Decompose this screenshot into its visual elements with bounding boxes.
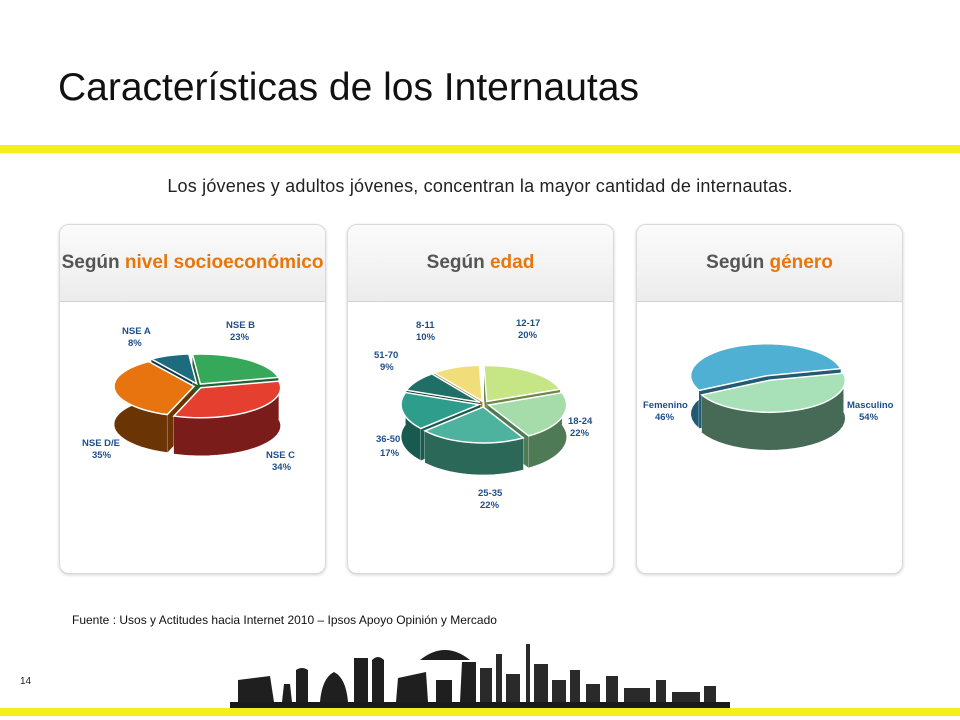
label-value: 8% <box>128 338 142 349</box>
label-value: 35% <box>92 450 112 461</box>
label-value: 9% <box>380 362 394 373</box>
label-category: 8-11 <box>416 320 435 331</box>
card-genero-header: Según género <box>637 225 902 302</box>
pie-slice-18-24 <box>486 391 568 437</box>
label-category: NSE A <box>122 326 151 337</box>
top-yellow-rule <box>0 145 960 153</box>
pie-slice-25-35 <box>423 406 525 444</box>
card-edad: Según edad 8-11 10% 12-17 20% 18-24 22% … <box>347 224 614 574</box>
chart-nse: NSE A 8% NSE B 23% NSE C 34% NSE D/E 35% <box>82 320 295 473</box>
label-value: 22% <box>570 428 590 439</box>
label-category: 36-50 <box>376 434 400 445</box>
pie-slice-nse-a <box>149 353 198 386</box>
slide-subtitle: Los jóvenes y adultos jóvenes, concentra… <box>167 176 793 196</box>
label-category: NSE D/E <box>82 438 120 449</box>
card-genero-prefix: Según <box>706 252 765 273</box>
card-nse: Según nivel socioeconómico NSE A 8% NSE … <box>59 224 326 574</box>
label-category: 51-70 <box>374 350 398 361</box>
slide-title: Características de los Internautas <box>58 66 639 109</box>
pie-slice-51-70 <box>405 373 481 403</box>
card-edad-prefix: Según <box>426 252 485 273</box>
pie-slice-femenino <box>700 372 847 413</box>
card-edad-header: Según edad <box>348 225 613 302</box>
label-category: 25-35 <box>478 488 503 499</box>
source-note: Fuente : Usos y Actitudes hacia Internet… <box>72 613 497 627</box>
page-number: 14 <box>20 676 32 687</box>
label-value: 46% <box>655 412 675 423</box>
label-value: 22% <box>480 500 500 511</box>
pie-slice-nse-d-e <box>113 360 196 416</box>
pie-slice-nse-b <box>191 353 280 385</box>
label-category: Femenino <box>643 400 688 411</box>
pie-slice-masculino <box>689 343 842 392</box>
chart-genero-labels: Masculino 54% Femenino 46% <box>643 400 894 423</box>
bottom-yellow-rule <box>0 708 960 716</box>
pie-slice-12-17 <box>483 364 562 403</box>
label-category: NSE B <box>226 320 255 331</box>
card-nse-prefix: Según <box>61 252 120 273</box>
label-value: 20% <box>518 330 538 341</box>
city-skyline-illustration <box>230 644 730 710</box>
chart-genero: Masculino 54% Femenino 46% <box>643 343 894 451</box>
label-value: 54% <box>859 412 879 423</box>
label-value: 17% <box>380 448 400 459</box>
chart-edad: 8-11 10% 12-17 20% 18-24 22% 25-35 22% 3… <box>374 318 593 511</box>
card-genero: Según género Masculino 54% Femenino 46% <box>636 224 903 574</box>
label-category: 12-17 <box>516 318 540 329</box>
pie-slice-36-50 <box>400 391 482 430</box>
label-category: Masculino <box>847 400 894 411</box>
chart-nse-labels: NSE A 8% NSE B 23% NSE C 34% NSE D/E 35% <box>82 320 295 473</box>
card-edad-highlight: edad <box>489 252 535 273</box>
label-category: NSE C <box>266 450 295 461</box>
card-nse-header: Según nivel socioeconómico <box>60 225 325 302</box>
label-value: 10% <box>416 332 436 343</box>
pie-slice-nse-c <box>172 380 282 419</box>
card-nse-highlight: nivel socioeconómico <box>124 252 324 273</box>
label-value: 34% <box>272 462 292 473</box>
pie-slice-8-11 <box>432 364 484 403</box>
label-category: 18-24 <box>568 416 593 427</box>
chart-edad-labels: 8-11 10% 12-17 20% 18-24 22% 25-35 22% 3… <box>374 318 593 511</box>
label-value: 23% <box>230 332 250 343</box>
card-genero-highlight: género <box>769 252 833 273</box>
